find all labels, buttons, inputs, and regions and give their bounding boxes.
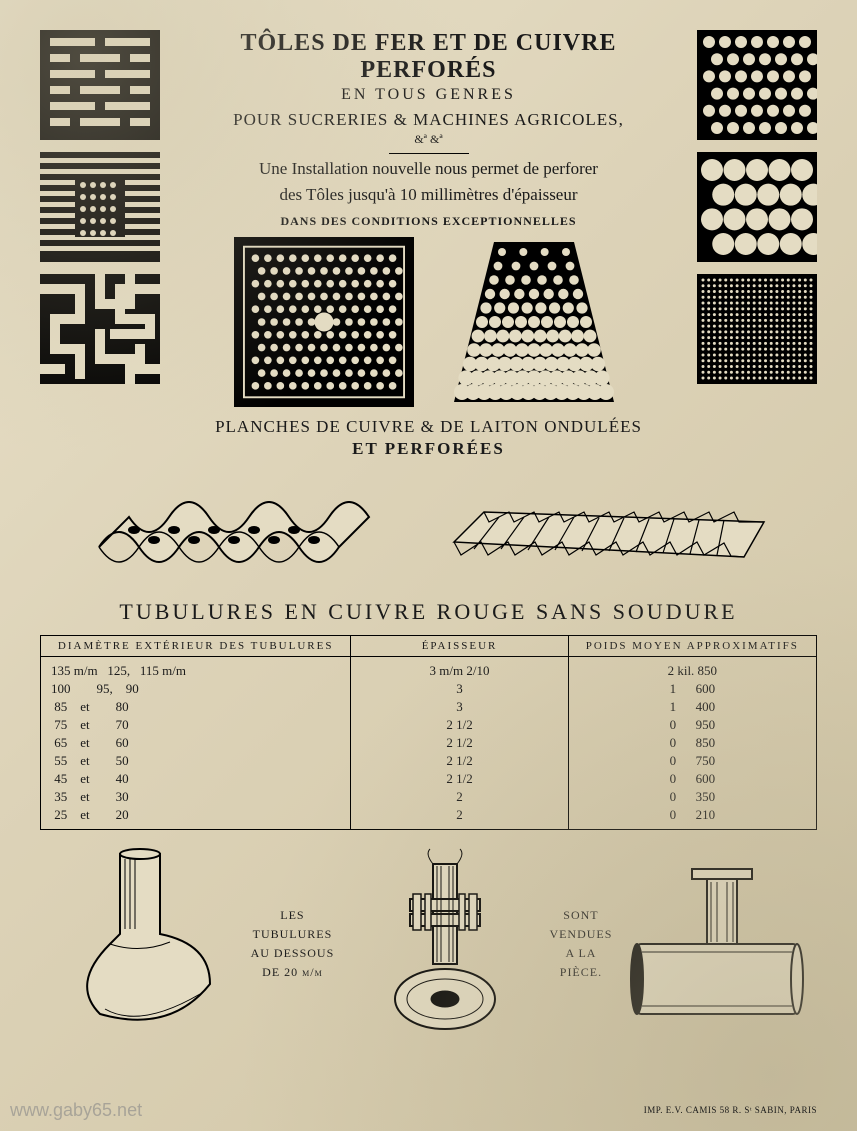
swatch-large-dots-icon (697, 152, 817, 262)
table-row: 35 et 3020 350 (41, 788, 817, 806)
page-subtitle: EN TOUS GENRES (172, 86, 685, 104)
top-section: TÔLES DE FER ET DE CUIVRE PERFORÉS EN TO… (40, 30, 817, 407)
table-cell: 0 350 (568, 788, 816, 806)
planches-line1: PLANCHES DE CUIVRE & DE LAITON ONDULÉES (40, 417, 817, 437)
watermark: www.gaby65.net (10, 1100, 142, 1121)
right-swatch-column (697, 30, 817, 384)
table-cell: 75 et 70 (41, 716, 351, 734)
header-ampersand: &ª &ª (172, 132, 685, 147)
table-cell: 35 et 30 (41, 788, 351, 806)
fittings-row: LES TUBULURES AU DESSOUS DE 20 m/m (40, 844, 817, 1044)
page-title: TÔLES DE FER ET DE CUIVRE PERFORÉS (172, 30, 685, 84)
corrugated-sheet-left-icon (89, 467, 409, 587)
header-line3: POUR SUCRERIES & MACHINES AGRICOLES, (172, 110, 685, 130)
center-panels (172, 237, 685, 407)
table-row: 75 et 702 1/20 950 (41, 716, 817, 734)
perforated-square-plate-icon (234, 237, 414, 407)
header-body1: Une Installation nouvelle nous permet de… (172, 158, 685, 180)
swatch-maze-icon (40, 274, 160, 384)
header-body2: des Tôles jusqu'à 10 millimètres d'épais… (172, 184, 685, 206)
table-cell: 2 1/2 (351, 716, 568, 734)
col-weight: POIDS MOYEN APPROXIMATIFS (568, 636, 816, 657)
table-cell: 85 et 80 (41, 698, 351, 716)
corrugated-row (40, 467, 817, 587)
spec-table: DIAMÈTRE EXTÉRIEUR DES TUBULURES ÉPAISSE… (40, 635, 817, 830)
table-cell: 100 95, 90 (41, 680, 351, 698)
divider-icon (389, 153, 469, 154)
table-row: 135 m/m 125, 115 m/m3 m/m 2/102 kil. 850 (41, 657, 817, 681)
fitting-label-right-2: A LA PIÈCE. (545, 944, 617, 982)
swatch-small-dots-icon (697, 30, 817, 140)
table-row: 25 et 2020 210 (41, 806, 817, 830)
fitting-label-left-1: LES TUBULURES (240, 906, 345, 944)
pipe-fitting-right-icon (627, 844, 807, 1044)
table-row: 100 95, 9031 600 (41, 680, 817, 698)
table-row: 45 et 402 1/20 600 (41, 770, 817, 788)
table-cell: 2 1/2 (351, 752, 568, 770)
swatch-stripes-dots-icon (40, 152, 160, 262)
table-cell: 135 m/m 125, 115 m/m (41, 657, 351, 681)
table-cell: 0 850 (568, 734, 816, 752)
table-cell: 3 m/m 2/10 (351, 657, 568, 681)
col-diameter: DIAMÈTRE EXTÉRIEUR DES TUBULURES (41, 636, 351, 657)
perforated-trapezoid-plate-icon (444, 237, 624, 407)
table-cell: 1 600 (568, 680, 816, 698)
catalog-page: TÔLES DE FER ET DE CUIVRE PERFORÉS EN TO… (0, 0, 857, 1131)
table-cell: 0 950 (568, 716, 816, 734)
table-cell: 2 (351, 788, 568, 806)
table-row: 55 et 502 1/20 750 (41, 752, 817, 770)
header-block: TÔLES DE FER ET DE CUIVRE PERFORÉS EN TO… (172, 30, 685, 407)
table-cell: 45 et 40 (41, 770, 351, 788)
table-row: 65 et 602 1/20 850 (41, 734, 817, 752)
table-header-row: DIAMÈTRE EXTÉRIEUR DES TUBULURES ÉPAISSE… (41, 636, 817, 657)
planches-line2: ET PERFORÉES (40, 439, 817, 459)
table-row: 85 et 8031 400 (41, 698, 817, 716)
table-cell: 65 et 60 (41, 734, 351, 752)
table-cell: 0 750 (568, 752, 816, 770)
table-cell: 3 (351, 698, 568, 716)
fitting-label-left: LES TUBULURES AU DESSOUS DE 20 m/m (240, 906, 345, 983)
fitting-label-left-2: AU DESSOUS DE 20 m/m (240, 944, 345, 982)
pipe-fitting-center-icon (355, 844, 535, 1044)
printer-imprint: IMP. E.V. CAMIS 58 R. Sᵗ SABIN, PARIS (644, 1105, 817, 1115)
col-thickness: ÉPAISSEUR (351, 636, 568, 657)
table-cell: 2 (351, 806, 568, 830)
table-cell: 1 400 (568, 698, 816, 716)
table-cell: 0 600 (568, 770, 816, 788)
fitting-label-right-1: SONT VENDUES (545, 906, 617, 944)
table-cell: 2 1/2 (351, 734, 568, 752)
swatch-slots-icon (40, 30, 160, 140)
tubulures-title: TUBULURES EN CUIVRE ROUGE SANS SOUDURE (40, 599, 817, 625)
left-swatch-column (40, 30, 160, 384)
table-cell: 3 (351, 680, 568, 698)
table-cell: 0 210 (568, 806, 816, 830)
fitting-label-right: SONT VENDUES A LA PIÈCE. (545, 906, 617, 983)
table-cell: 2 kil. 850 (568, 657, 816, 681)
table-cell: 25 et 20 (41, 806, 351, 830)
table-cell: 55 et 50 (41, 752, 351, 770)
swatch-micro-dots-icon (697, 274, 817, 384)
header-conditions: DANS DES CONDITIONS EXCEPTIONNELLES (172, 214, 685, 229)
table-cell: 2 1/2 (351, 770, 568, 788)
pipe-fitting-left-icon (50, 844, 230, 1044)
corrugated-sheet-right-icon (449, 467, 769, 587)
